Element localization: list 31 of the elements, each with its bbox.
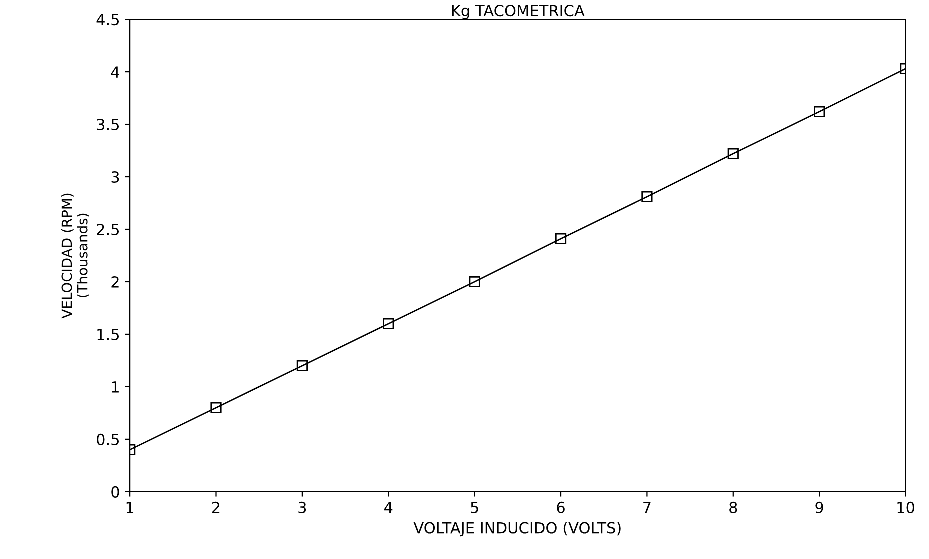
x-axis-title: VOLTAJE INDUCIDO (VOLTS) [414,522,621,537]
point [728,148,739,160]
y-tick-label: 2 [112,276,119,288]
point [296,360,308,372]
y-tick-label: 0.5 [97,434,120,446]
x-tick-label: 8 [730,502,738,514]
x-tick-label: 3 [298,502,306,514]
x-tick-label: 2 [212,502,220,514]
point [555,233,567,245]
point [383,318,394,330]
x-tick-label: 1 [126,502,134,514]
point [814,106,826,118]
y-tick-label: 0 [112,486,120,498]
point [642,191,653,203]
y-tick-label: 1.5 [98,329,120,340]
x-tick-label: 5 [471,502,478,514]
x-tick-label: 9 [816,502,824,514]
y-axis-title: VELOCIDAD (RPM) (Thousands) [62,194,90,319]
x-tick-label: 10 [898,502,914,514]
y-tick-label: 4.5 [96,14,120,26]
y-tick-label: 4 [111,66,120,78]
point [210,402,222,414]
point [469,276,480,288]
x-tick-label: 4 [384,502,393,514]
y-tick-label: 2.5 [97,224,120,236]
y-tick-label: 3 [112,171,120,184]
x-tick-label: 6 [557,502,565,514]
x-tick-label: 7 [644,502,651,514]
y-tick-label: 3.5 [97,119,120,131]
chart-title: Kg TACOMETRICA [452,5,585,20]
y-tick-label: 1 [112,382,119,393]
